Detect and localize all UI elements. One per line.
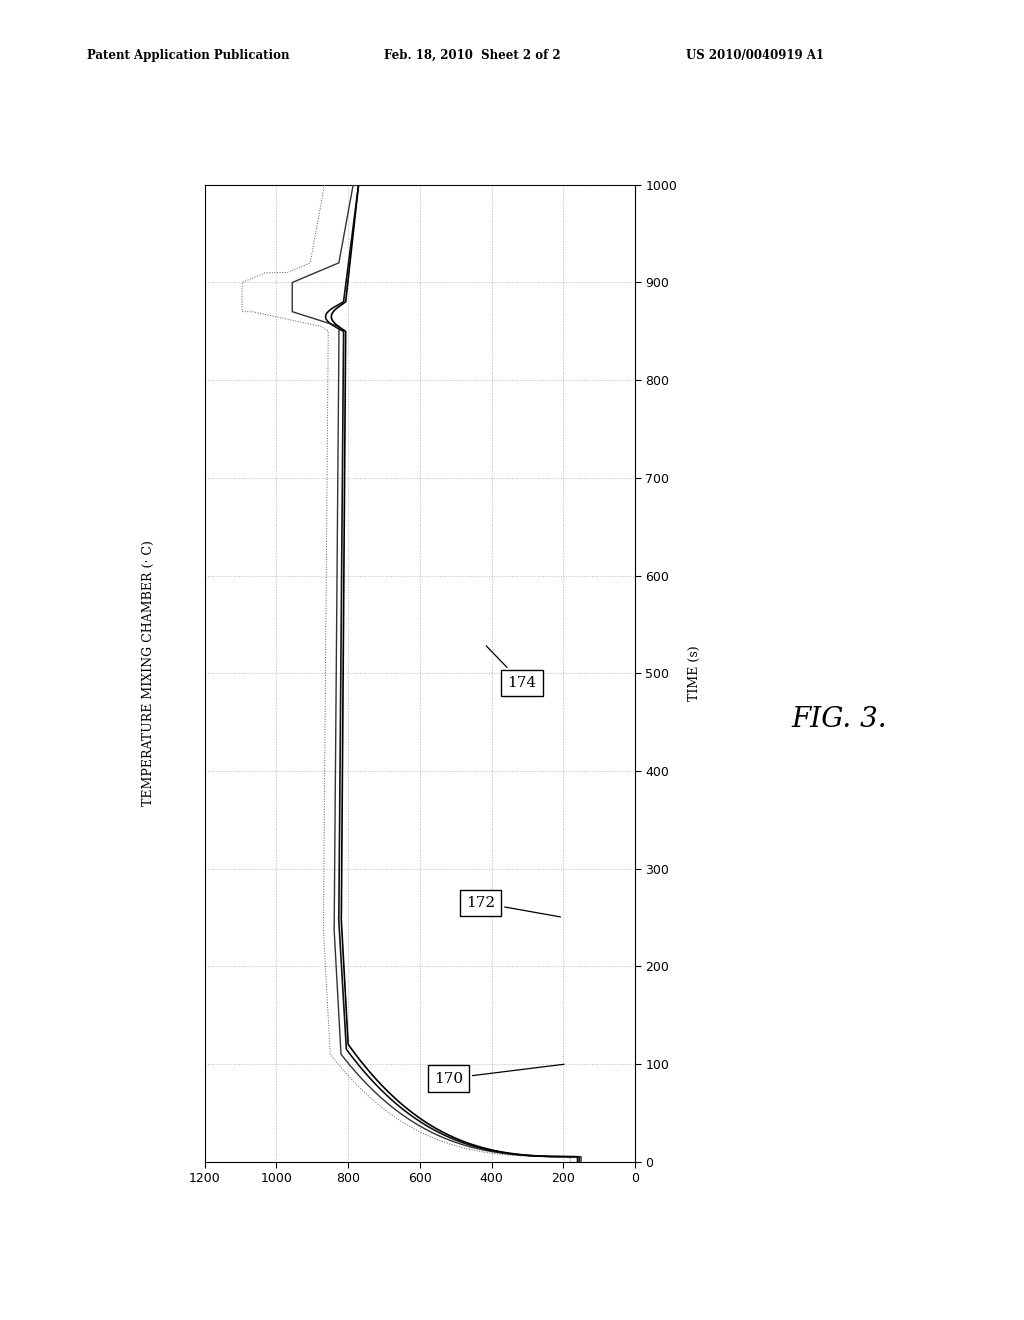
Y-axis label: TIME (s): TIME (s) [688, 645, 701, 701]
Text: 174: 174 [486, 645, 537, 690]
Text: US 2010/0040919 A1: US 2010/0040919 A1 [686, 49, 824, 62]
Text: Feb. 18, 2010  Sheet 2 of 2: Feb. 18, 2010 Sheet 2 of 2 [384, 49, 560, 62]
Text: Patent Application Publication: Patent Application Publication [87, 49, 290, 62]
Text: TEMPERATURE MIXING CHAMBER (· C): TEMPERATURE MIXING CHAMBER (· C) [142, 540, 155, 807]
Text: 172: 172 [466, 896, 560, 917]
Text: FIG. 3.: FIG. 3. [792, 706, 888, 733]
Text: 170: 170 [434, 1064, 564, 1085]
